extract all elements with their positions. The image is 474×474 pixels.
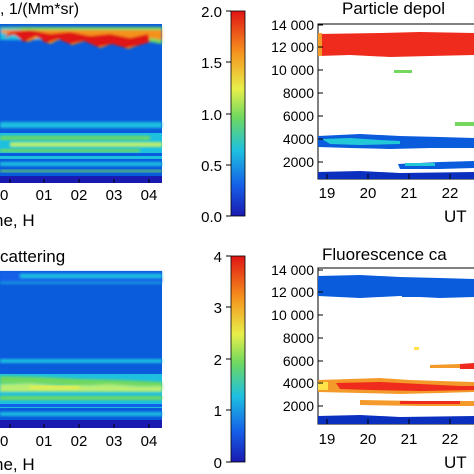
y-tick-label: 4000 bbox=[283, 131, 314, 147]
y-tick-label: 6000 bbox=[283, 108, 314, 124]
x-tick-label: 20 bbox=[360, 185, 377, 202]
colorbar-bottom: 4 3 2 1 0 bbox=[214, 249, 246, 472]
y-tick-label: 10 000 bbox=[271, 62, 314, 78]
x-axis-label: ne, H bbox=[0, 211, 35, 230]
x-axis-label: ne, H bbox=[0, 455, 35, 474]
x-tick-label: 01 bbox=[36, 433, 53, 450]
colorbar-tick-label: 0.5 bbox=[201, 158, 222, 175]
panel-bottom-right: Fluorescence ca 14 000 12 000 bbox=[271, 245, 474, 472]
y-ticks-top-right bbox=[318, 24, 323, 163]
x-tick-label: 22 bbox=[442, 431, 459, 448]
x-tick-label: 02 bbox=[71, 433, 88, 450]
x-tick-label: 21 bbox=[401, 431, 418, 448]
chart-title: , 1/(Mm*sr) bbox=[0, 1, 79, 18]
y-tick-label: 14 000 bbox=[271, 262, 314, 278]
top-layer-clouds bbox=[0, 272, 162, 284]
x-axis-label: UT bbox=[444, 453, 467, 472]
upper-layer bbox=[318, 275, 474, 350]
x-tick-label: 01 bbox=[36, 187, 53, 204]
x-tick-label: 02 bbox=[71, 187, 88, 204]
lower-aerosol-layers bbox=[0, 122, 162, 183]
x-tick-label: 20 bbox=[360, 431, 377, 448]
x-tick-label: 19 bbox=[319, 431, 336, 448]
plot-area-top-left bbox=[0, 24, 162, 183]
y-tick-label: 12 000 bbox=[271, 284, 314, 300]
colorbar-tick-label: 0 bbox=[214, 455, 222, 472]
lower-layer bbox=[318, 122, 474, 179]
top-layer-clouds bbox=[0, 27, 162, 49]
x-tick-label: 03 bbox=[106, 433, 123, 450]
chart-title: Particle depol bbox=[342, 0, 445, 18]
x-tick-label: 04 bbox=[141, 187, 158, 204]
x-tick-label: 19 bbox=[319, 185, 336, 202]
x-ticks-top-left bbox=[9, 179, 150, 183]
colorbar-tick-label: 1 bbox=[214, 403, 222, 420]
panel-top-left: 0 01 02 03 04 ne, H , 1/(Mm*sr) bbox=[0, 1, 162, 230]
x-axis-label: UT bbox=[444, 207, 467, 226]
x-tick-label: 21 bbox=[401, 185, 418, 202]
colorbar-tick-label: 2.0 bbox=[201, 4, 222, 21]
panel-bottom-left: cattering 0 01 02 03 04 bbox=[0, 247, 162, 474]
panel-top-right: Particle depol 14 000 12 000 bbox=[271, 0, 474, 226]
y-tick-label: 10 000 bbox=[271, 307, 314, 323]
x-tick-label: 04 bbox=[141, 433, 158, 450]
chart-title: Fluorescence ca bbox=[322, 245, 447, 264]
y-tick-label: 8000 bbox=[283, 85, 314, 101]
chart-title: cattering bbox=[0, 247, 65, 266]
y-tick-label: 4000 bbox=[283, 375, 314, 391]
y-tick-label: 2000 bbox=[283, 398, 314, 414]
y-tick-label: 8000 bbox=[283, 330, 314, 346]
lower-aerosol-layers bbox=[0, 359, 162, 428]
y-ticks-bottom-right bbox=[318, 269, 323, 407]
x-tick-label: 03 bbox=[106, 187, 123, 204]
upper-layer bbox=[318, 32, 474, 73]
lower-layer bbox=[318, 363, 474, 424]
x-ticks-bottom-left bbox=[9, 424, 150, 428]
y-tick-label: 12 000 bbox=[271, 39, 314, 55]
colorbar-gradient bbox=[230, 255, 246, 463]
x-tick-label: 0 bbox=[0, 187, 8, 204]
colorbar-top: 2.0 1.5 1.0 0.5 0.0 bbox=[201, 4, 246, 226]
colorbar-tick-label: 2 bbox=[214, 352, 222, 369]
y-tick-label: 14 000 bbox=[271, 17, 314, 33]
colorbar-tick-label: 3 bbox=[214, 300, 222, 317]
colorbar-tick-label: 1.5 bbox=[201, 55, 222, 72]
x-ticks-top-right bbox=[326, 174, 451, 179]
x-tick-label: 22 bbox=[442, 185, 459, 202]
x-ticks-bottom-right bbox=[326, 419, 451, 424]
colorbar-tick-label: 1.0 bbox=[201, 107, 222, 124]
colorbar-gradient bbox=[230, 10, 246, 217]
colorbar-tick-label: 4 bbox=[214, 249, 222, 266]
colorbar-tick-label: 0.0 bbox=[201, 209, 222, 226]
y-tick-label: 6000 bbox=[283, 353, 314, 369]
y-tick-label: 2000 bbox=[283, 154, 314, 170]
x-tick-label: 0 bbox=[0, 433, 8, 450]
